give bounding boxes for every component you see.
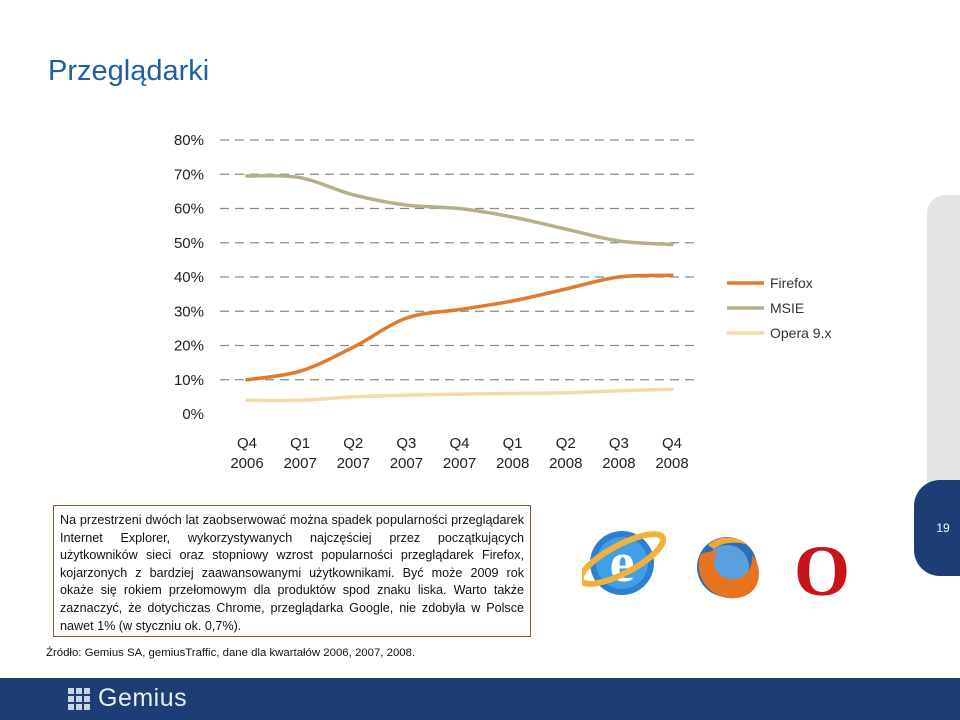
- page-number: 19: [936, 521, 950, 535]
- y-tick-label: 30%: [174, 303, 204, 320]
- y-tick-label: 10%: [174, 372, 204, 389]
- x-tick-label: Q4 2006: [230, 435, 263, 472]
- firefox-logo: [697, 537, 759, 599]
- chart-grid: [220, 139, 700, 381]
- x-tick-label: Q3 2008: [602, 435, 635, 472]
- y-tick-label: 0%: [182, 406, 204, 423]
- internet-explorer-logo: e: [582, 531, 667, 595]
- legend-label: Firefox: [770, 275, 813, 291]
- x-tick-label: Q4 2008: [655, 435, 688, 472]
- x-axis-ticks: Q4 2006 Q1 2007 Q2 2007 Q3 2007 Q4 2007 Q1 2008 Q2 20…: [230, 435, 688, 472]
- y-axis-ticks: 0% 10% 20% 30% 40% 50% 60% 70% 80%: [174, 132, 204, 423]
- note-box: Na przestrzeni dwóch lat zaobserwować mo…: [53, 505, 531, 637]
- x-tick-label: Q1 2007: [283, 435, 316, 472]
- gemius-logo-icon: [68, 687, 90, 710]
- series-line-2: [245, 387, 674, 403]
- y-tick-label: 80%: [174, 132, 204, 149]
- x-tick-label: Q3 2007: [390, 435, 423, 472]
- y-tick-label: 70%: [174, 166, 204, 183]
- page-number-badge: 19: [914, 480, 960, 576]
- legend-label: MSIE: [770, 300, 804, 316]
- x-tick-label: Q2 2007: [337, 435, 370, 472]
- chart-legend: Firefox MSIE Opera 9.x: [727, 275, 831, 341]
- series-line-1: [245, 173, 674, 247]
- note-text: Na przestrzeni dwóch lat zaobserwować mo…: [60, 513, 524, 633]
- gemius-logo: Gemius: [68, 684, 187, 713]
- y-tick-label: 60%: [174, 201, 204, 218]
- x-tick-label: Q1 2008: [496, 435, 529, 472]
- y-tick-label: 20%: [174, 338, 204, 355]
- x-tick-label: Q2 2008: [549, 435, 582, 472]
- browser-logos: e O: [582, 531, 850, 611]
- footer-bar: Gemius: [0, 678, 960, 720]
- x-tick-label: Q4 2007: [443, 435, 476, 472]
- source-note: Źródło: Gemius SA, gemiusTraffic, dane d…: [46, 647, 416, 659]
- series-line-0: [245, 273, 674, 382]
- y-tick-label: 50%: [174, 235, 204, 252]
- slide-title: Przeglądarki: [48, 55, 210, 87]
- y-tick-label: 40%: [174, 269, 204, 286]
- chart-lines: [245, 173, 674, 403]
- legend-label: Opera 9.x: [770, 325, 831, 341]
- gemius-wordmark: Gemius: [98, 684, 188, 712]
- svg-text:O: O: [794, 531, 850, 611]
- opera-logo: O: [794, 531, 850, 611]
